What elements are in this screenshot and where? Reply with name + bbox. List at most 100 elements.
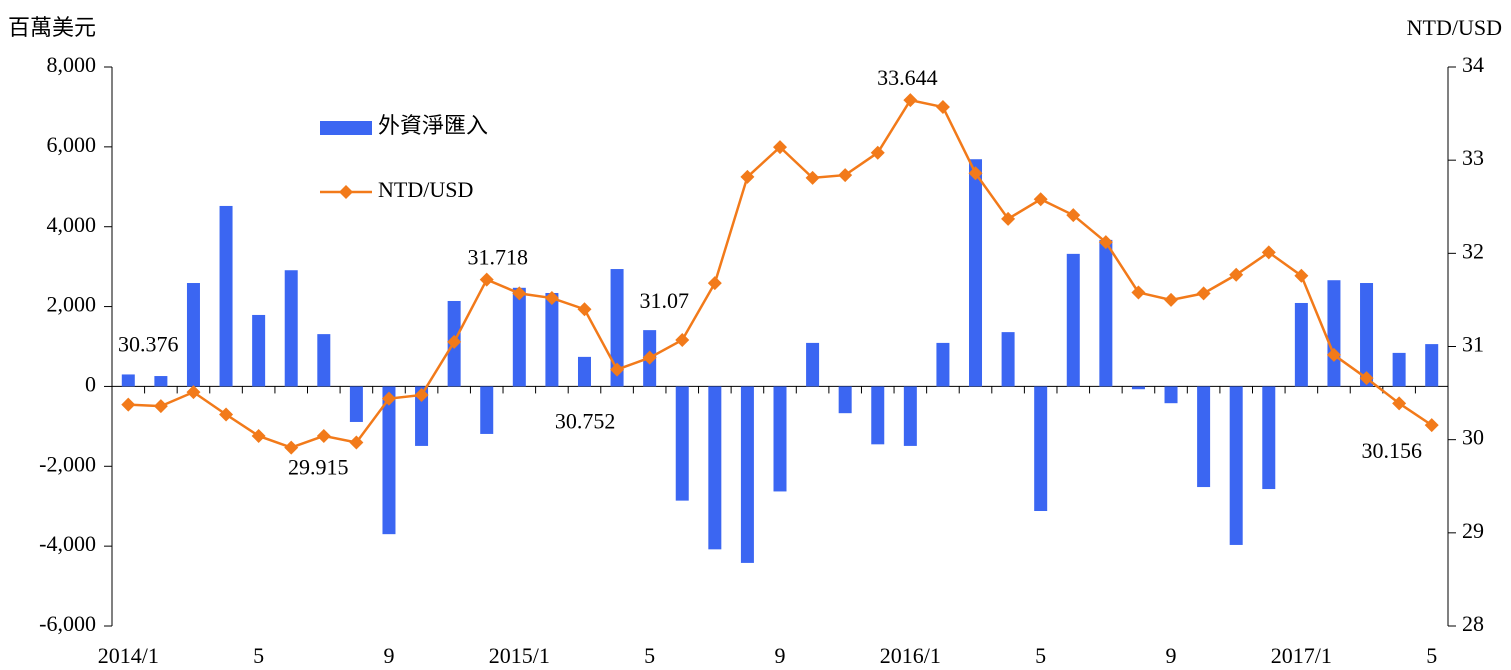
y2-tick-label: 33	[1462, 145, 1484, 170]
line-marker	[1098, 235, 1113, 250]
data-label: 30.156	[1361, 438, 1422, 463]
line-marker	[935, 100, 950, 115]
line-marker	[675, 332, 690, 347]
x-tick-label: 9	[775, 643, 786, 668]
line-marker	[1261, 245, 1276, 260]
bar	[903, 386, 917, 446]
line-marker	[1392, 396, 1407, 411]
bar	[936, 342, 950, 387]
y-tick-label: -2,000	[39, 451, 96, 476]
line-marker	[1066, 208, 1081, 223]
x-tick-label: 2016/1	[880, 643, 941, 668]
line-marker	[1424, 418, 1439, 433]
x-tick-label: 9	[383, 643, 394, 668]
y-tick-label: 6,000	[47, 132, 97, 157]
line-marker	[968, 166, 983, 181]
y2-tick-label: 32	[1462, 238, 1484, 263]
legend-label: 外資淨匯入	[378, 113, 488, 138]
y-tick-label: 8,000	[47, 52, 97, 77]
line-marker	[153, 399, 168, 414]
bar	[154, 376, 168, 387]
y-tick-label: 2,000	[47, 292, 97, 317]
line-marker	[414, 387, 429, 402]
bar	[806, 342, 820, 387]
bar	[1360, 283, 1374, 387]
bar	[545, 292, 559, 387]
x-tick-label: 2017/1	[1271, 643, 1332, 668]
line-marker	[838, 168, 853, 183]
bar	[1164, 386, 1178, 404]
bar	[382, 386, 396, 535]
bar	[708, 386, 722, 550]
bar	[740, 386, 754, 563]
bar	[1099, 239, 1113, 387]
line-marker	[1196, 286, 1211, 301]
x-tick-label: 9	[1166, 643, 1177, 668]
x-tick-label: 2015/1	[489, 643, 550, 668]
x-tick-label: 5	[253, 643, 264, 668]
y2-tick-label: 29	[1462, 518, 1484, 543]
y2-axis-title: NTD/USD	[1407, 15, 1502, 40]
line-marker	[349, 435, 364, 450]
line-marker	[740, 169, 755, 184]
bar	[610, 269, 624, 387]
data-label: 30.376	[118, 332, 179, 357]
bar	[252, 314, 266, 387]
data-label: 29.915	[288, 455, 349, 480]
legend-swatch	[320, 121, 372, 135]
x-tick-label: 2014/1	[98, 643, 159, 668]
bar	[1229, 386, 1243, 545]
line-marker	[1033, 192, 1048, 207]
line-marker	[1294, 268, 1309, 283]
y-tick-label: 0	[85, 371, 96, 396]
bar	[773, 386, 787, 492]
bar	[1197, 386, 1211, 488]
line-marker	[903, 93, 918, 108]
bar	[1392, 352, 1406, 387]
line-marker	[773, 140, 787, 155]
bar	[415, 386, 429, 446]
line-marker	[707, 276, 722, 291]
line-marker	[186, 385, 201, 400]
line-marker	[577, 302, 592, 317]
data-label: 31.718	[467, 245, 528, 270]
bar	[1131, 386, 1145, 390]
bar	[349, 386, 363, 422]
line-marker	[1001, 211, 1016, 226]
bar	[675, 386, 689, 501]
bar	[1034, 386, 1048, 512]
line-marker	[642, 350, 657, 365]
line-marker	[610, 362, 625, 377]
bar	[1294, 302, 1308, 387]
line-marker	[805, 170, 820, 185]
bar	[1066, 253, 1080, 387]
legend-marker	[339, 185, 353, 199]
bar	[577, 356, 591, 387]
line-marker	[512, 286, 527, 301]
line-marker	[870, 145, 885, 160]
bar	[186, 283, 200, 387]
bar	[480, 386, 494, 434]
y-axis-title: 百萬美元	[8, 15, 96, 40]
y2-tick-label: 34	[1462, 52, 1484, 77]
line-marker	[381, 391, 396, 406]
x-tick-label: 5	[644, 643, 655, 668]
y-tick-label: -6,000	[39, 611, 96, 636]
y2-tick-label: 30	[1462, 425, 1484, 450]
bar	[317, 334, 331, 387]
data-label: 31.07	[639, 288, 689, 313]
line-marker	[121, 397, 136, 412]
bar	[1327, 280, 1341, 387]
bar	[512, 287, 526, 387]
line-marker	[447, 334, 462, 349]
bar	[121, 374, 135, 387]
y-tick-label: -4,000	[39, 531, 96, 556]
y2-tick-label: 28	[1462, 611, 1484, 636]
bar	[284, 270, 298, 387]
bar	[969, 159, 983, 387]
line-marker	[1229, 267, 1244, 282]
bar	[1001, 332, 1015, 387]
line-marker	[1164, 292, 1179, 307]
bar	[219, 205, 233, 387]
